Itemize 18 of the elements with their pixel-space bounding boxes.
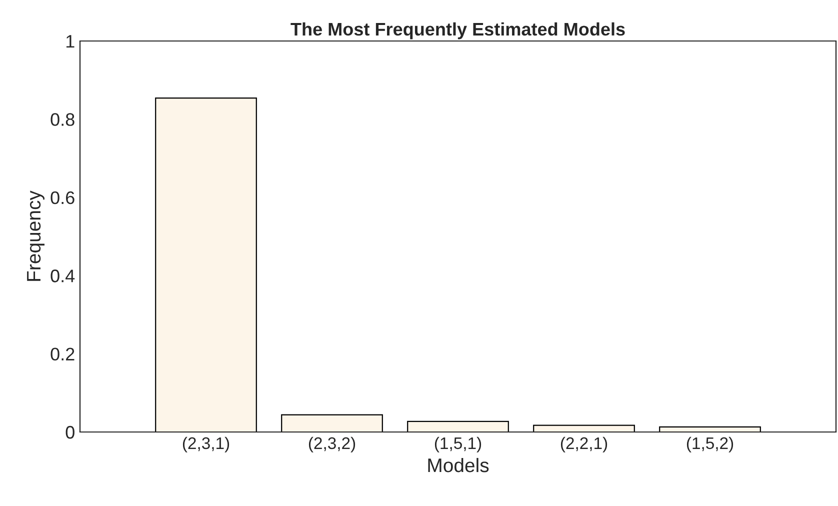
x-tick-label: (1,5,2) (686, 436, 734, 452)
x-tick-label: (1,5,1) (434, 436, 482, 452)
bar (533, 424, 635, 432)
y-tick-label: 0.6 (50, 191, 74, 204)
x-tick-label: (2,2,1) (560, 436, 608, 452)
bar (155, 98, 257, 432)
y-tick-label: 1 (66, 35, 74, 48)
bar (407, 420, 509, 432)
y-axis-title: Frequency (27, 190, 44, 281)
x-axis-title: Models (428, 458, 489, 472)
bar (281, 414, 383, 432)
chart-title: The Most Frequently Estimated Models (290, 22, 625, 40)
y-tick-label: 0.8 (50, 113, 74, 126)
y-tick-label: 0.2 (50, 348, 74, 361)
y-tick-label: 0 (66, 426, 74, 439)
x-tick-label: (2,3,1) (182, 436, 230, 452)
x-tick-label: (2,3,2) (308, 436, 356, 452)
y-tick-label: 0.4 (50, 270, 75, 282)
